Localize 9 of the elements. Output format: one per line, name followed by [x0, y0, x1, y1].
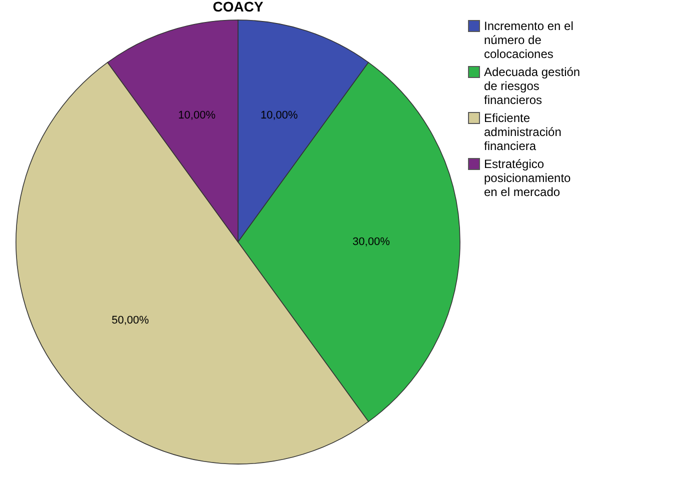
chart-title: COACY [212, 0, 264, 14]
data-label: 10,00% [178, 109, 216, 122]
legend-label: Eficiente administración financiera [484, 111, 562, 153]
legend-label: Adecuada gestión de riesgos financieros [484, 65, 580, 107]
data-label: 10,00% [260, 109, 298, 122]
legend-label: Incremento en el número de colocaciones [484, 19, 574, 61]
legend-label: Estratégico posicionamiento en el mercado [484, 157, 572, 199]
data-label: 30,00% [352, 236, 390, 248]
data-label: 50,00% [112, 314, 150, 326]
